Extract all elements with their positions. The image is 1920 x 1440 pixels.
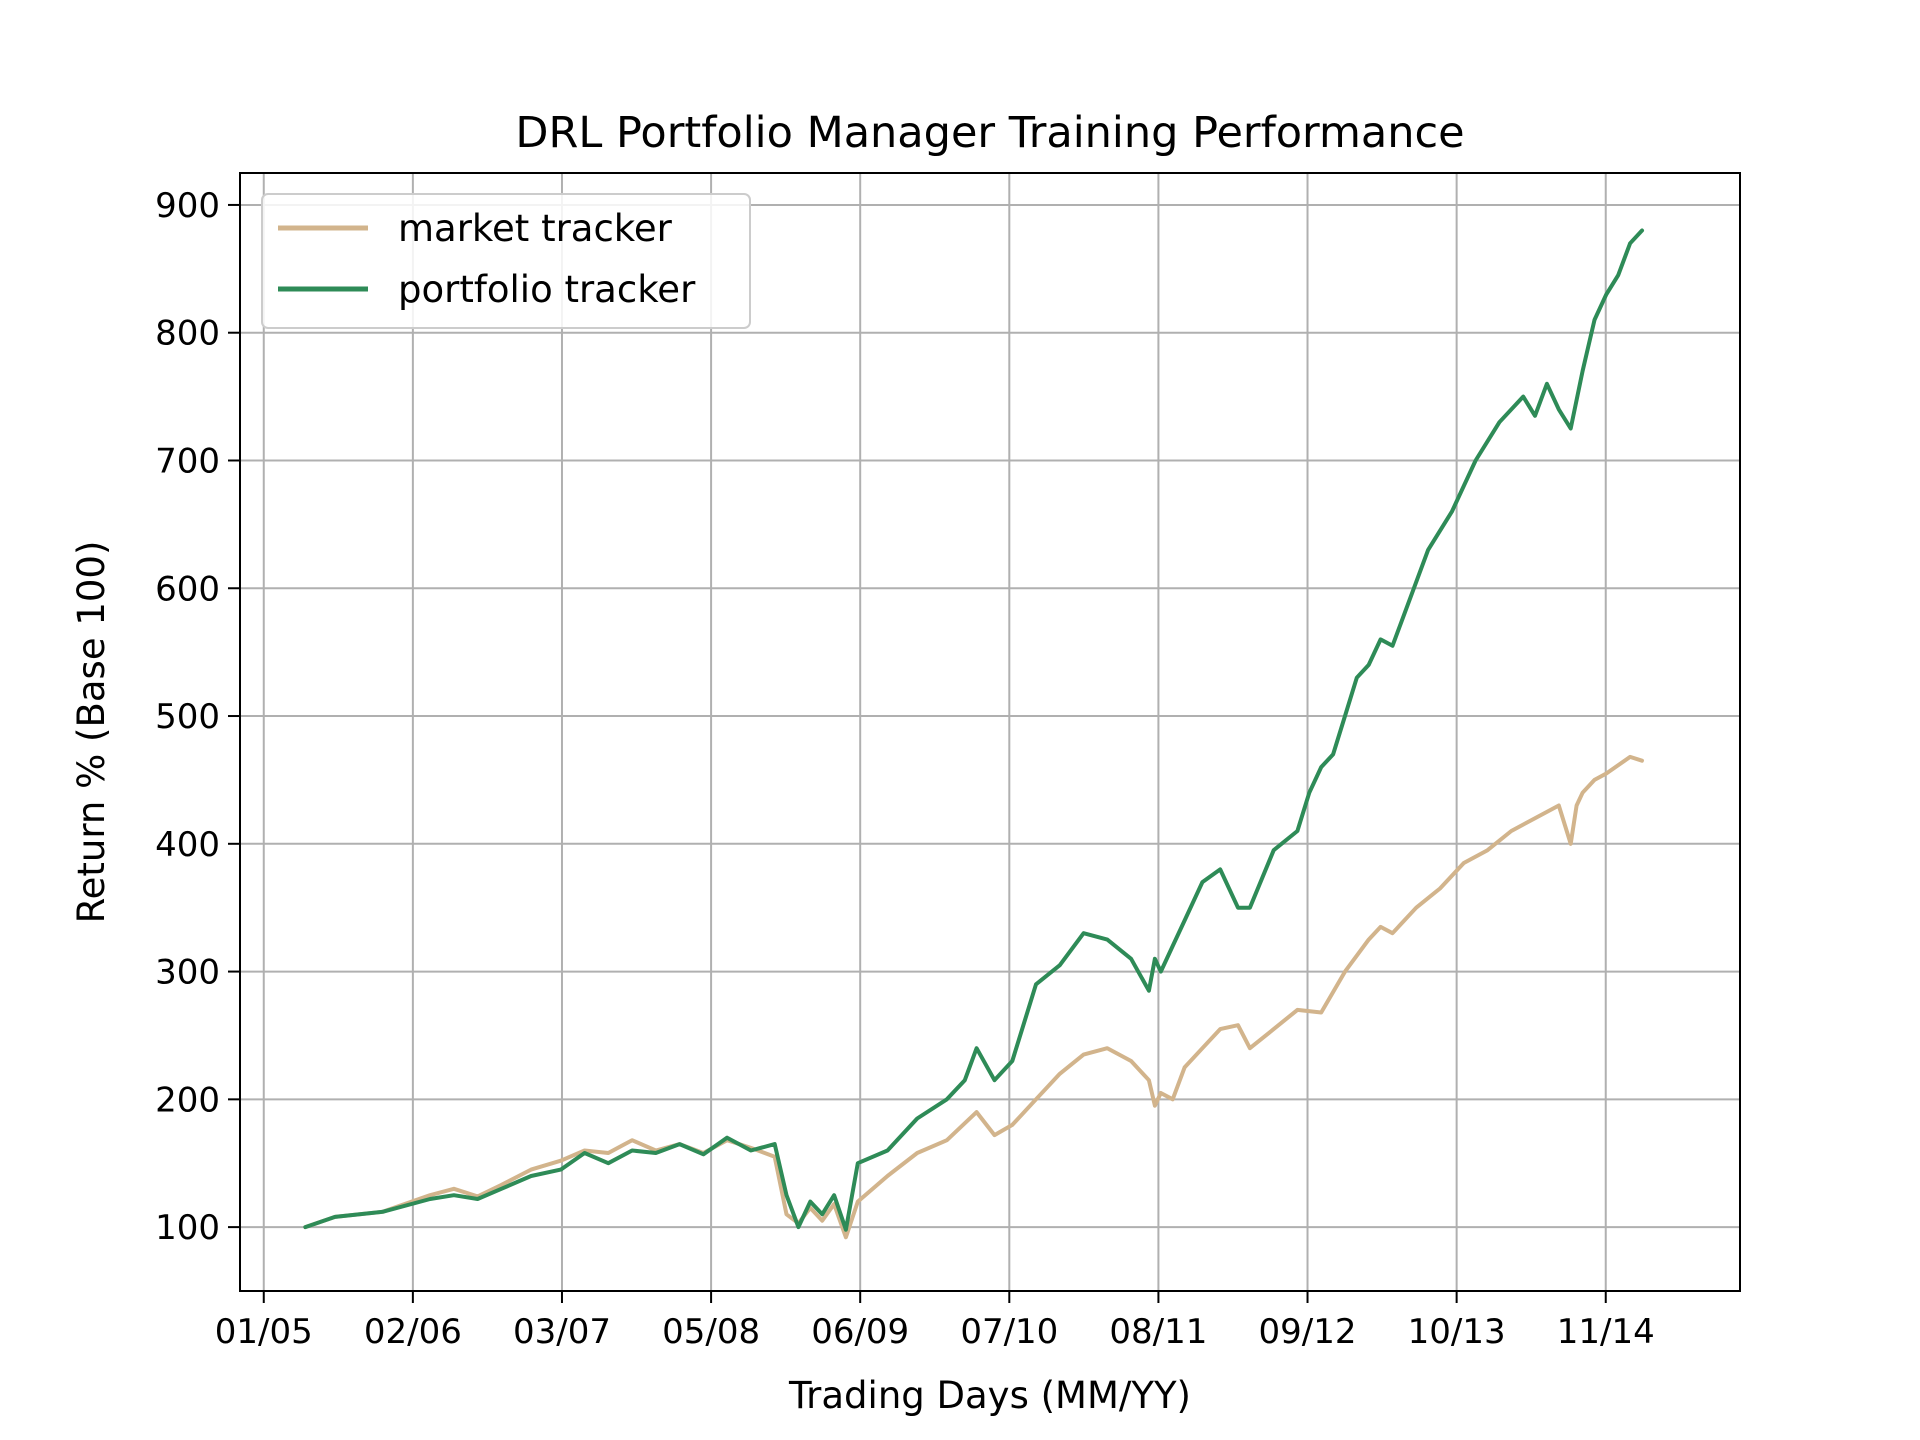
legend-label-portfolio-tracker: portfolio tracker [398, 268, 696, 311]
y-tick-label: 900 [155, 186, 220, 226]
x-tick-label: 09/12 [1259, 1312, 1357, 1352]
y-axis-label: Return % (Base 100) [70, 541, 113, 924]
x-tick-label: 08/11 [1109, 1312, 1207, 1352]
series-lines [303, 228, 1644, 1240]
x-tick-label: 11/14 [1557, 1312, 1655, 1352]
y-tick-label: 700 [155, 441, 220, 481]
legend-box [261, 193, 751, 329]
x-tick-label: 01/05 [215, 1312, 313, 1352]
legend: market tracker portfolio tracker [261, 193, 751, 329]
y-tick-label: 400 [155, 825, 220, 865]
x-tick-label: 03/07 [513, 1312, 611, 1352]
axis-ticks: 01/05 02/06 03/07 05/08 06/09 07/10 08/11 09/12… [155, 186, 1655, 1352]
legend-label-market-tracker: market tracker [398, 207, 673, 250]
x-tick-label: 10/13 [1408, 1312, 1506, 1352]
y-tick-label: 800 [155, 314, 220, 354]
x-tick-label: 05/08 [662, 1312, 760, 1352]
y-tick-label: 200 [155, 1080, 220, 1120]
series-line-market-tracker [303, 754, 1644, 1240]
chart-title: DRL Portfolio Manager Training Performan… [515, 108, 1464, 158]
y-tick-label: 100 [155, 1208, 220, 1248]
x-tick-label: 02/06 [364, 1312, 462, 1352]
y-tick-label: 500 [155, 697, 220, 737]
y-tick-label: 600 [155, 569, 220, 609]
grid-lines [240, 173, 1740, 1291]
series-line-portfolio-tracker [303, 228, 1644, 1232]
plot-frame [239, 172, 1741, 1292]
x-tick-label: 06/09 [811, 1312, 909, 1352]
x-axis-label: Trading Days (MM/YY) [788, 1374, 1191, 1417]
x-tick-label: 07/10 [960, 1312, 1058, 1352]
y-tick-label: 300 [155, 953, 220, 993]
